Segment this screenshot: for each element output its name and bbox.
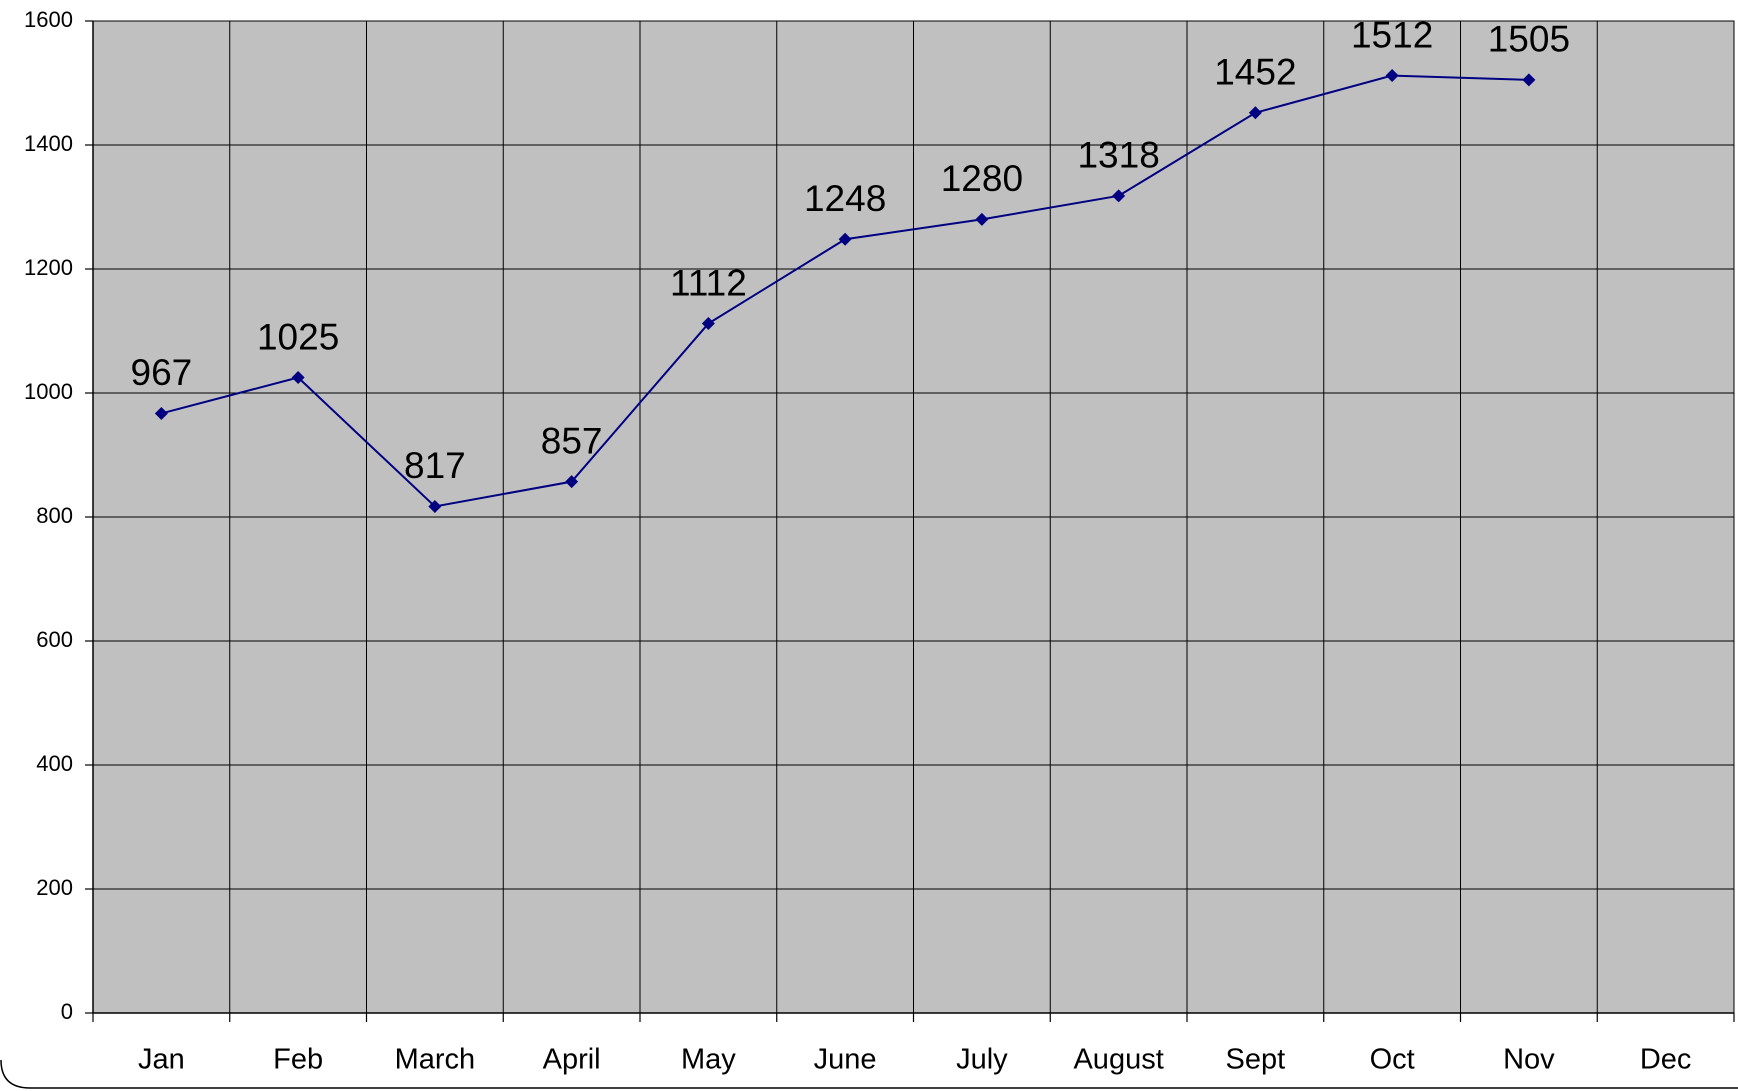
marker: [1112, 189, 1126, 203]
marker: [428, 499, 442, 513]
data-label: 1512: [1351, 14, 1433, 55]
data-label: 1318: [1077, 135, 1159, 176]
y-tick-label: 1600: [24, 7, 73, 32]
x-tick-label: May: [681, 1044, 736, 1076]
x-tick-label: March: [395, 1044, 476, 1076]
data-label: 1280: [941, 158, 1023, 199]
marker: [154, 406, 168, 420]
x-tick-label: April: [543, 1044, 601, 1076]
marker: [701, 317, 715, 331]
marker: [1248, 106, 1262, 120]
y-tick-label: 1000: [24, 379, 73, 404]
y-tick-label: 0: [61, 999, 73, 1024]
x-tick-label: June: [814, 1044, 877, 1076]
data-label: 817: [404, 445, 466, 486]
x-tick-label: Oct: [1370, 1044, 1415, 1076]
data-label: 1112: [670, 262, 747, 303]
y-tick-label: 600: [36, 627, 73, 652]
data-label: 857: [541, 420, 603, 461]
data-label: 1505: [1488, 19, 1570, 60]
marker: [1522, 73, 1536, 87]
y-tick-label: 400: [36, 751, 73, 776]
marker: [975, 212, 989, 226]
data-label: 1452: [1214, 52, 1296, 93]
marker: [838, 232, 852, 246]
y-tick-label: 200: [36, 875, 73, 900]
x-tick-label: July: [956, 1044, 1008, 1076]
data-label: 1248: [804, 178, 886, 219]
x-tick-label: Feb: [273, 1044, 323, 1076]
x-tick-label: Dec: [1640, 1044, 1692, 1076]
data-label: 1025: [257, 316, 339, 357]
data-label: 967: [131, 352, 193, 393]
marker: [291, 371, 305, 384]
x-tick-label: Nov: [1503, 1044, 1555, 1076]
chart-border: [0, 1059, 1738, 1089]
y-tick-label: 1400: [24, 131, 73, 156]
marker: [565, 475, 579, 489]
marker: [1385, 69, 1399, 83]
x-tick-label: August: [1073, 1044, 1163, 1076]
x-tick-label: Jan: [138, 1044, 185, 1076]
y-tick-label: 800: [36, 503, 73, 528]
y-tick-label: 1200: [24, 255, 73, 280]
x-tick-label: Sept: [1226, 1044, 1286, 1076]
